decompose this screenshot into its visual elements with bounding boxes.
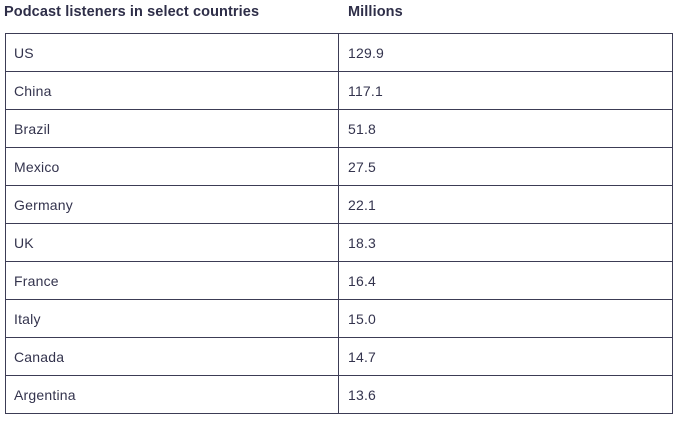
value-cell: 14.7 [338,337,673,376]
value-cell: 22.1 [338,185,673,224]
country-cell: Italy [5,299,339,338]
table-row: Italy 15.0 [5,299,673,338]
table-header: Podcast listeners in select countries Mi… [4,4,682,26]
table-row: UK 18.3 [5,223,673,262]
value-cell: 51.8 [338,109,673,148]
table-row: Germany 22.1 [5,185,673,224]
value-cell: 16.4 [338,261,673,300]
page-title: Podcast listeners in select countries [4,4,260,20]
country-cell: Brazil [5,109,339,148]
unit-label: Millions [348,4,403,20]
country-cell: Canada [5,337,339,376]
country-cell: China [5,71,339,110]
table-row: Canada 14.7 [5,337,673,376]
table-row: Argentina 13.6 [5,375,673,414]
table-row: US 129.9 [5,33,673,72]
table-row: China 117.1 [5,71,673,110]
table-row: Mexico 27.5 [5,147,673,186]
value-cell: 15.0 [338,299,673,338]
table-row: Brazil 51.8 [5,109,673,148]
country-cell: UK [5,223,339,262]
value-cell: 27.5 [338,147,673,186]
country-cell: France [5,261,339,300]
value-cell: 129.9 [338,33,673,72]
country-cell: US [5,33,339,72]
value-cell: 117.1 [338,71,673,110]
podcast-listeners-table: US 129.9 China 117.1 Brazil 51.8 Mexico … [5,33,673,414]
table-row: France 16.4 [5,261,673,300]
value-cell: 13.6 [338,375,673,414]
country-cell: Argentina [5,375,339,414]
country-cell: Mexico [5,147,339,186]
country-cell: Germany [5,185,339,224]
value-cell: 18.3 [338,223,673,262]
